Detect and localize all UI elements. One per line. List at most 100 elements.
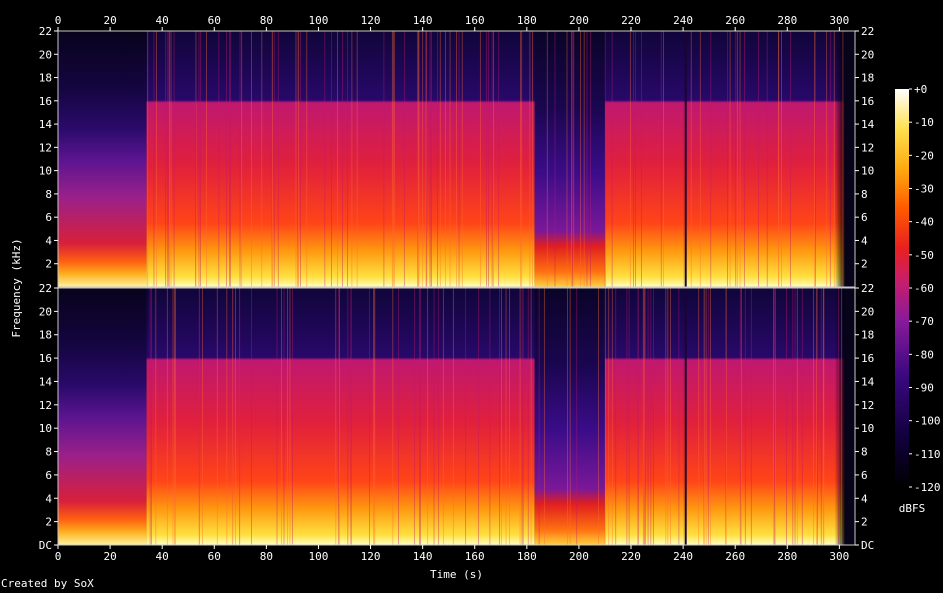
x-tick-label-top: 180 xyxy=(517,14,537,27)
x-tick-label-bottom: 260 xyxy=(725,550,745,563)
channel-1-tail xyxy=(844,31,855,287)
y-tick-label-right: 22 xyxy=(861,282,874,295)
y-tick-label-right: 20 xyxy=(861,48,874,61)
channel-2-frame xyxy=(57,287,856,546)
x-tick-label-top: 220 xyxy=(621,14,641,27)
channel-1-segment-5 xyxy=(683,31,845,287)
x-tick-label-bottom: 100 xyxy=(309,550,329,563)
colorbar-tick-label: -20 xyxy=(914,149,934,162)
colorbar-tick-label: -50 xyxy=(914,249,934,262)
channel-2-segment-1 xyxy=(58,288,147,545)
x-tick-label-top: 280 xyxy=(777,14,797,27)
y-tick-label-left: 2 xyxy=(45,516,52,529)
y-tick-label-left: 22 xyxy=(39,25,52,38)
colorbar-tick-label: -60 xyxy=(914,282,934,295)
x-tick-label-top: 40 xyxy=(156,14,169,27)
colorbar-tick-label: -10 xyxy=(914,116,934,129)
y-tick-label-right: 16 xyxy=(861,352,874,365)
y-tick-label-left: 16 xyxy=(39,95,52,108)
x-tick-label-top: 100 xyxy=(309,14,329,27)
colorbar-tick-label: -100 xyxy=(914,415,941,428)
channel-1-fade-out xyxy=(834,31,845,287)
y-tick-label-right: 10 xyxy=(861,422,874,435)
x-tick-label-bottom: 300 xyxy=(829,550,849,563)
x-tick-label-bottom: 40 xyxy=(156,550,169,563)
channel-1-segment-4 xyxy=(604,31,684,287)
x-axis-label: Time (s) xyxy=(430,568,483,581)
y-tick-label-left: DC xyxy=(39,539,52,552)
x-tick-label-bottom: 220 xyxy=(621,550,641,563)
channel-2-segment-5 xyxy=(683,288,845,545)
x-tick-label-top: 300 xyxy=(829,14,849,27)
colorbar-tick-label: -90 xyxy=(914,382,934,395)
y-tick-label-right: 8 xyxy=(861,188,868,201)
x-tick-label-top: 140 xyxy=(413,14,433,27)
y-tick-label-left: 12 xyxy=(39,399,52,412)
x-tick-label-top: 0 xyxy=(55,14,62,27)
y-tick-label-left: 10 xyxy=(39,422,52,435)
y-tick-label-right: 6 xyxy=(861,211,868,224)
channel-1-segment-1 xyxy=(58,31,147,287)
created-by-label: Created by SoX xyxy=(1,577,94,590)
y-tick-label-right: 4 xyxy=(861,234,868,247)
channel-1-segment-2 xyxy=(146,31,535,287)
y-tick-label-left: 18 xyxy=(39,329,52,342)
y-tick-label-left: 6 xyxy=(45,469,52,482)
x-tick-label-bottom: 80 xyxy=(260,550,273,563)
x-tick-label-top: 260 xyxy=(725,14,745,27)
y-tick-label-left: 12 xyxy=(39,141,52,154)
channel-1-transients xyxy=(147,31,844,287)
y-tick-label-right: 10 xyxy=(861,165,874,178)
x-tick-label-top: 240 xyxy=(673,14,693,27)
channel-1-spectrogram xyxy=(57,30,856,288)
y-tick-label-right: 16 xyxy=(861,95,874,108)
y-tick-label-right: 18 xyxy=(861,329,874,342)
y-tick-label-right: 14 xyxy=(861,118,875,131)
channel-1-frame xyxy=(57,30,856,288)
y-tick-label-left: 20 xyxy=(39,48,52,61)
y-tick-label-right: 18 xyxy=(861,72,874,85)
channel-2-spectrogram xyxy=(57,287,856,546)
y-tick-label-left: 18 xyxy=(39,72,52,85)
y-tick-label-right: 8 xyxy=(861,446,868,459)
y-tick-label-right: 22 xyxy=(861,25,874,38)
y-tick-label-left: 4 xyxy=(45,234,52,247)
channel-2-tail xyxy=(844,288,855,545)
colorbar-tick-label: -110 xyxy=(914,448,941,461)
y-tick-label-left: 4 xyxy=(45,492,52,505)
y-tick-label-left: 14 xyxy=(39,118,53,131)
x-tick-label-bottom: 120 xyxy=(361,550,381,563)
x-tick-label-top: 20 xyxy=(103,14,116,27)
y-tick-label-right: 2 xyxy=(861,516,868,529)
y-tick-label-right: 12 xyxy=(861,141,874,154)
colorbar-tick-label: +0 xyxy=(914,83,927,96)
y-tick-label-left: 22 xyxy=(39,282,52,295)
channel-1-segment-3 xyxy=(534,31,605,287)
x-tick-label-top: 80 xyxy=(260,14,273,27)
y-tick-label-left: 14 xyxy=(39,375,53,388)
y-tick-label-left: 8 xyxy=(45,446,52,459)
x-tick-label-top: 120 xyxy=(361,14,381,27)
x-tick-label-bottom: 60 xyxy=(208,550,221,563)
x-tick-label-bottom: 0 xyxy=(55,550,62,563)
y-tick-label-left: 20 xyxy=(39,305,52,318)
y-tick-label-right: 2 xyxy=(861,258,868,271)
y-tick-label-left: 8 xyxy=(45,188,52,201)
colorbar-tick-label: -40 xyxy=(914,216,934,229)
channel-2-fade-out xyxy=(834,288,845,545)
y-tick-label-left: 6 xyxy=(45,211,52,224)
y-tick-label-right: DC xyxy=(861,539,874,552)
y-tick-label-right: 6 xyxy=(861,469,868,482)
colorbar-scale xyxy=(895,89,909,487)
x-tick-label-bottom: 140 xyxy=(413,550,433,563)
colorbar-tick-label: -70 xyxy=(914,315,934,328)
y-tick-label-left: 2 xyxy=(45,258,52,271)
colorbar-tick-label: -30 xyxy=(914,183,934,196)
colorbar-label: dBFS xyxy=(899,502,926,515)
x-tick-label-bottom: 240 xyxy=(673,550,693,563)
colorbar-tick-label: -120 xyxy=(914,481,941,494)
y-tick-label-right: 20 xyxy=(861,305,874,318)
x-tick-label-bottom: 160 xyxy=(465,550,485,563)
x-tick-label-top: 160 xyxy=(465,14,485,27)
